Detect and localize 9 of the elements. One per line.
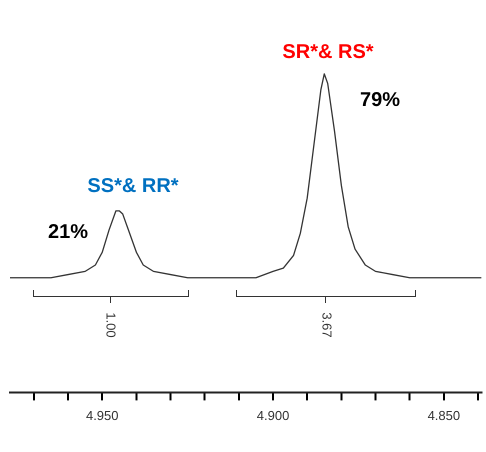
annotation: SS*& RR* [87, 175, 179, 197]
annotation: 3.67 [320, 312, 334, 338]
x-tick-label: 4.850 [428, 408, 460, 423]
x-tick-label: 4.950 [86, 408, 119, 423]
x-tick-label: 4.900 [256, 408, 290, 423]
annotation: 1.00 [104, 312, 118, 338]
annotation: 21% [48, 221, 88, 243]
annotation: 79% [360, 89, 400, 111]
text: SR*& RS* [282, 41, 374, 63]
